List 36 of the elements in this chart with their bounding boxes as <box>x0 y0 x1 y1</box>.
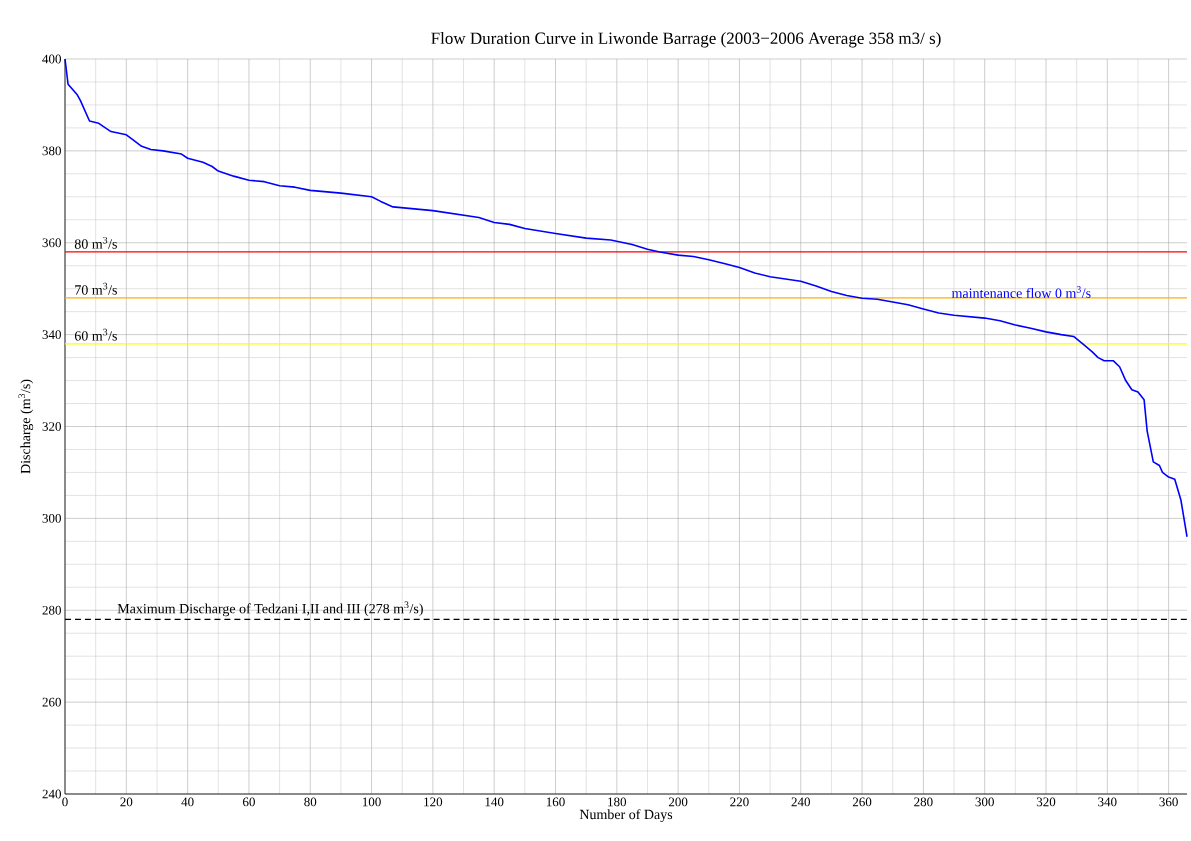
series-label: maintenance flow 0 m$^{3}$/s <box>951 286 1091 298</box>
y-tick-label: 380 <box>42 146 61 156</box>
ref-line-label: Maximum Discharge of Tedzani I,II and III (278 m$^{3}$/s) <box>117 601 423 617</box>
x-tick-label: 100 <box>362 797 381 807</box>
x-tick-label: 260 <box>852 797 872 807</box>
y-tick-label: 280 <box>42 605 61 615</box>
y-tick-label: 260 <box>42 697 61 707</box>
x-tick-label: 320 <box>1036 797 1056 807</box>
y-tick-label: 300 <box>42 513 61 523</box>
y-tick-label: 400 <box>42 54 61 64</box>
x-tick-label: 240 <box>791 797 810 807</box>
ref-line-label: 60 m$^{3}$/s <box>74 328 117 341</box>
x-tick-label: 280 <box>914 797 933 807</box>
x-axis-title: Number of Days <box>579 809 673 823</box>
x-tick-label: 340 <box>1098 797 1117 807</box>
y-tick-label: 340 <box>42 330 61 340</box>
y-tick-label: 240 <box>42 789 61 799</box>
x-tick-label: 60 <box>243 797 255 807</box>
x-tick-label: 40 <box>181 797 194 807</box>
y-tick-label: 320 <box>42 422 61 431</box>
ref-line-label: 80 m$^{3}$/s <box>74 236 117 249</box>
ref-line-label: 70 m$^{3}$/s <box>75 282 117 295</box>
x-tick-label: 0 <box>62 797 68 807</box>
x-tick-label: 80 <box>304 797 317 807</box>
x-tick-label: 180 <box>608 797 627 807</box>
x-tick-label: 360 <box>1159 797 1178 807</box>
x-tick-label: 200 <box>668 797 688 807</box>
x-tick-label: 140 <box>485 797 504 807</box>
chart-title: Flow Duration Curve in Liwonde Barrage (2003−2006 Average 358 m3/ s) <box>431 32 941 48</box>
y-tick-label: 360 <box>42 238 61 248</box>
x-tick-label: 300 <box>975 797 994 807</box>
y-axis-title: Discharge (m$^{3}$/s) <box>18 379 34 474</box>
x-tick-label: 20 <box>120 797 133 807</box>
x-tick-label: 220 <box>730 797 749 807</box>
x-tick-label: 160 <box>546 797 565 807</box>
x-tick-label: 120 <box>424 797 443 807</box>
